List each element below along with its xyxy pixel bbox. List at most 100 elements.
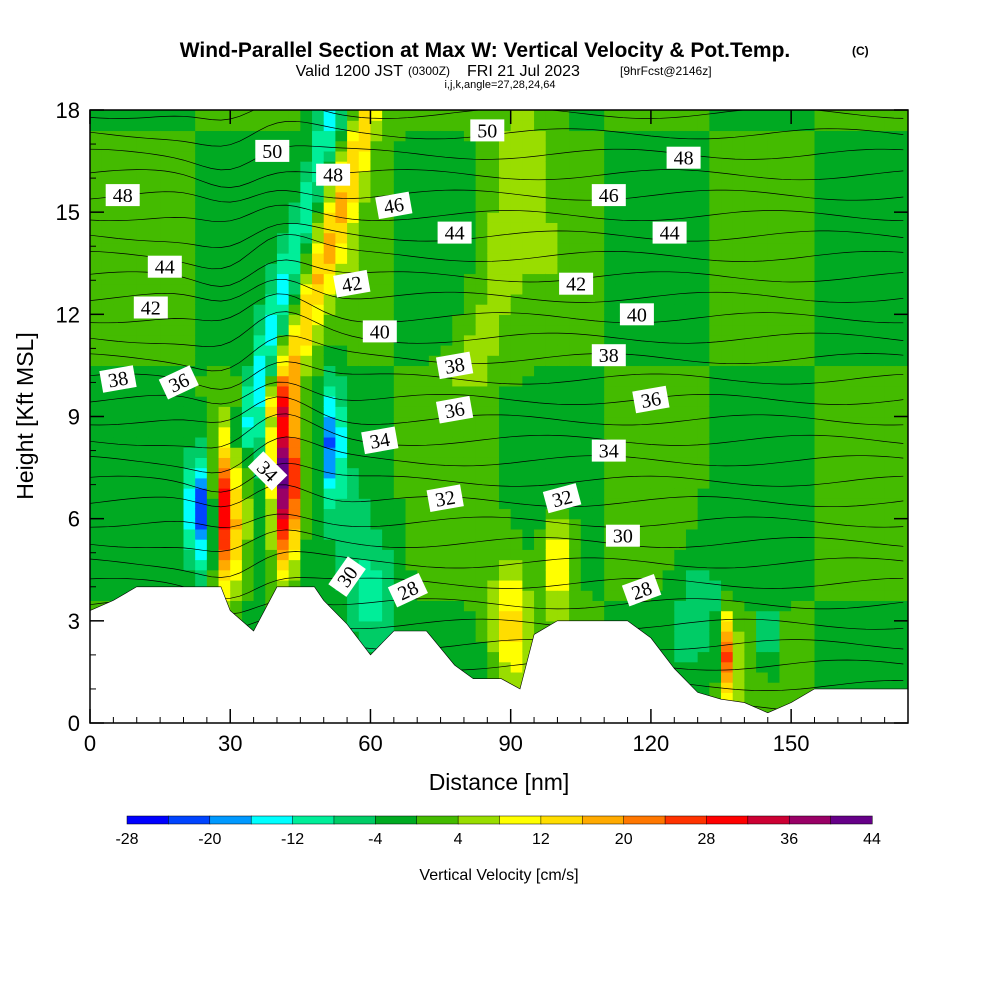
field-cell: [650, 620, 664, 632]
field-cell: [522, 518, 535, 530]
field-cell: [428, 181, 442, 193]
field-cell: [557, 161, 570, 172]
field-cell: [814, 242, 827, 254]
theta-contour-label: 48: [666, 146, 701, 170]
field-cell: [230, 518, 243, 530]
field-cell: [171, 304, 185, 315]
field-cell: [721, 212, 734, 223]
field-cell: [499, 120, 512, 132]
field-cell: [802, 539, 816, 550]
field-cell: [171, 171, 185, 183]
field-cell: [195, 406, 208, 418]
field-cell: [312, 130, 325, 142]
subtitle-utc: (0300Z): [408, 64, 450, 78]
field-cell: [732, 671, 745, 683]
field-cell: [534, 110, 547, 121]
theta-contour-label: 32: [426, 484, 464, 512]
field-cell: [487, 201, 500, 213]
field-cell: [826, 222, 839, 234]
field-cell: [884, 181, 897, 193]
field-cell: [756, 191, 769, 203]
field-cell: [534, 457, 547, 469]
field-cell: [721, 304, 734, 315]
field-cell: [697, 201, 710, 213]
field-cell: [276, 396, 290, 407]
field-cell: [206, 498, 220, 510]
field-cell: [440, 324, 453, 336]
field-cell: [709, 620, 722, 632]
field-cell: [253, 549, 266, 561]
field-cell: [569, 212, 582, 223]
field-cell: [849, 355, 862, 367]
field-cell: [101, 212, 114, 223]
field-cell: [253, 610, 266, 622]
field-cell: [791, 508, 804, 520]
field-cell: [101, 324, 114, 336]
field-cell: [113, 539, 126, 550]
field-cell: [814, 549, 827, 561]
field-cell: [662, 253, 675, 264]
field-cell: [265, 120, 278, 132]
field-cell: [405, 242, 418, 254]
field-cell: [183, 518, 196, 530]
field-cell: [732, 620, 745, 632]
theta-contour-label: 44: [652, 221, 687, 245]
field-cell: [650, 559, 664, 571]
field-cell: [650, 283, 664, 295]
field-cell: [183, 457, 196, 469]
field-cell: [405, 273, 418, 285]
field-cell: [510, 181, 523, 193]
field-cell: [276, 334, 290, 346]
field-cell: [487, 549, 500, 561]
field-cell: [475, 191, 488, 203]
field-cell: [837, 171, 851, 183]
contour-label-bg: [437, 221, 472, 244]
field-cell: [276, 283, 290, 295]
field-cell: [241, 590, 255, 601]
field-cell: [837, 130, 851, 142]
field-cell: [569, 528, 582, 540]
field-cell: [101, 161, 114, 172]
field-cell: [884, 682, 897, 693]
field-cell: [685, 539, 699, 550]
field-cell: [896, 406, 908, 418]
field-cell: [580, 242, 594, 254]
field-cell: [288, 161, 301, 172]
field-cell: [685, 559, 699, 571]
field-cell: [732, 273, 745, 285]
field-cell: [685, 610, 699, 622]
field-cell: [697, 283, 710, 295]
field-cell: [674, 620, 687, 632]
field-cell: [732, 549, 745, 561]
field-cell: [347, 120, 360, 132]
theta-contour-label: 48: [105, 184, 140, 207]
field-cell: [428, 120, 442, 132]
field-cell: [779, 671, 792, 683]
field-cell: [347, 191, 360, 203]
field-cell: [896, 293, 908, 305]
field-cell: [125, 385, 138, 397]
field-cell: [171, 130, 185, 142]
field-cell: [276, 355, 290, 367]
field-cell: [206, 396, 220, 407]
field-cell: [522, 222, 535, 234]
field-cell: [101, 171, 114, 183]
field-cell: [884, 304, 897, 315]
field-cell: [253, 518, 266, 530]
field-cell: [148, 396, 161, 407]
field-cell: [861, 651, 874, 663]
field-cell: [90, 130, 103, 142]
field-cell: [393, 549, 407, 561]
field-cell: [452, 242, 465, 254]
field-cell: [148, 283, 161, 295]
field-cell: [440, 579, 453, 591]
field-cell: [510, 232, 523, 244]
field-cell: [861, 181, 874, 193]
field-cell: [791, 518, 804, 530]
field-cell: [767, 140, 781, 152]
field-cell: [849, 242, 862, 254]
field-cell: [206, 253, 220, 264]
field-cell: [569, 191, 582, 203]
field-cell: [884, 375, 897, 387]
theta-contour-label: 36: [632, 385, 670, 414]
